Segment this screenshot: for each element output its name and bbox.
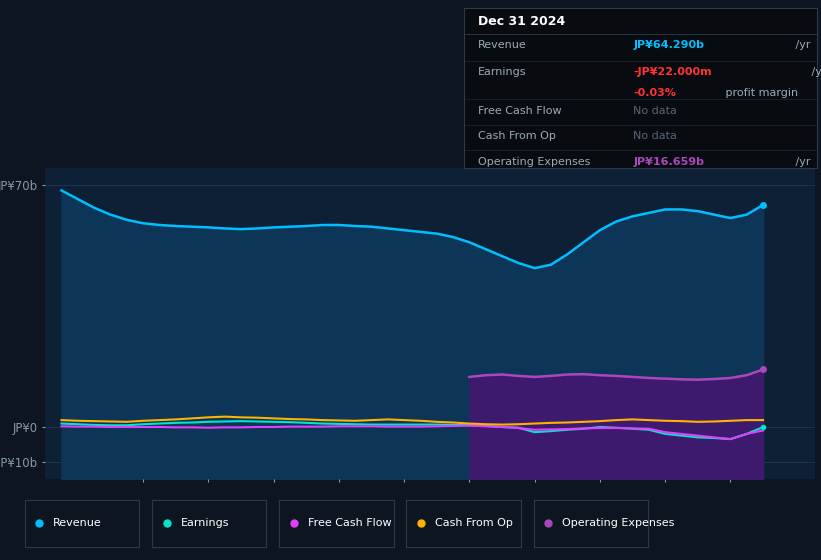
Text: Cash From Op: Cash From Op <box>478 131 556 141</box>
Text: /yr: /yr <box>808 67 821 77</box>
FancyBboxPatch shape <box>25 500 140 547</box>
Text: No data: No data <box>633 106 677 116</box>
Text: No data: No data <box>633 131 677 141</box>
FancyBboxPatch shape <box>406 500 521 547</box>
Text: -0.03%: -0.03% <box>633 88 677 98</box>
Text: Operating Expenses: Operating Expenses <box>562 518 675 528</box>
Text: Operating Expenses: Operating Expenses <box>478 157 590 167</box>
FancyBboxPatch shape <box>534 500 649 547</box>
Text: Cash From Op: Cash From Op <box>435 518 513 528</box>
Text: Free Cash Flow: Free Cash Flow <box>308 518 392 528</box>
Text: profit margin: profit margin <box>722 88 798 98</box>
Text: Dec 31 2024: Dec 31 2024 <box>478 15 565 28</box>
Text: Revenue: Revenue <box>53 518 102 528</box>
Text: Earnings: Earnings <box>181 518 229 528</box>
Text: JP¥16.659b: JP¥16.659b <box>633 157 704 167</box>
FancyBboxPatch shape <box>279 500 394 547</box>
Text: -JP¥22.000m: -JP¥22.000m <box>633 67 712 77</box>
Text: Free Cash Flow: Free Cash Flow <box>478 106 562 116</box>
Text: /yr: /yr <box>792 40 810 50</box>
FancyBboxPatch shape <box>152 500 266 547</box>
Text: Earnings: Earnings <box>478 67 526 77</box>
Text: Revenue: Revenue <box>478 40 527 50</box>
Text: JP¥64.290b: JP¥64.290b <box>633 40 704 50</box>
Text: /yr: /yr <box>792 157 810 167</box>
